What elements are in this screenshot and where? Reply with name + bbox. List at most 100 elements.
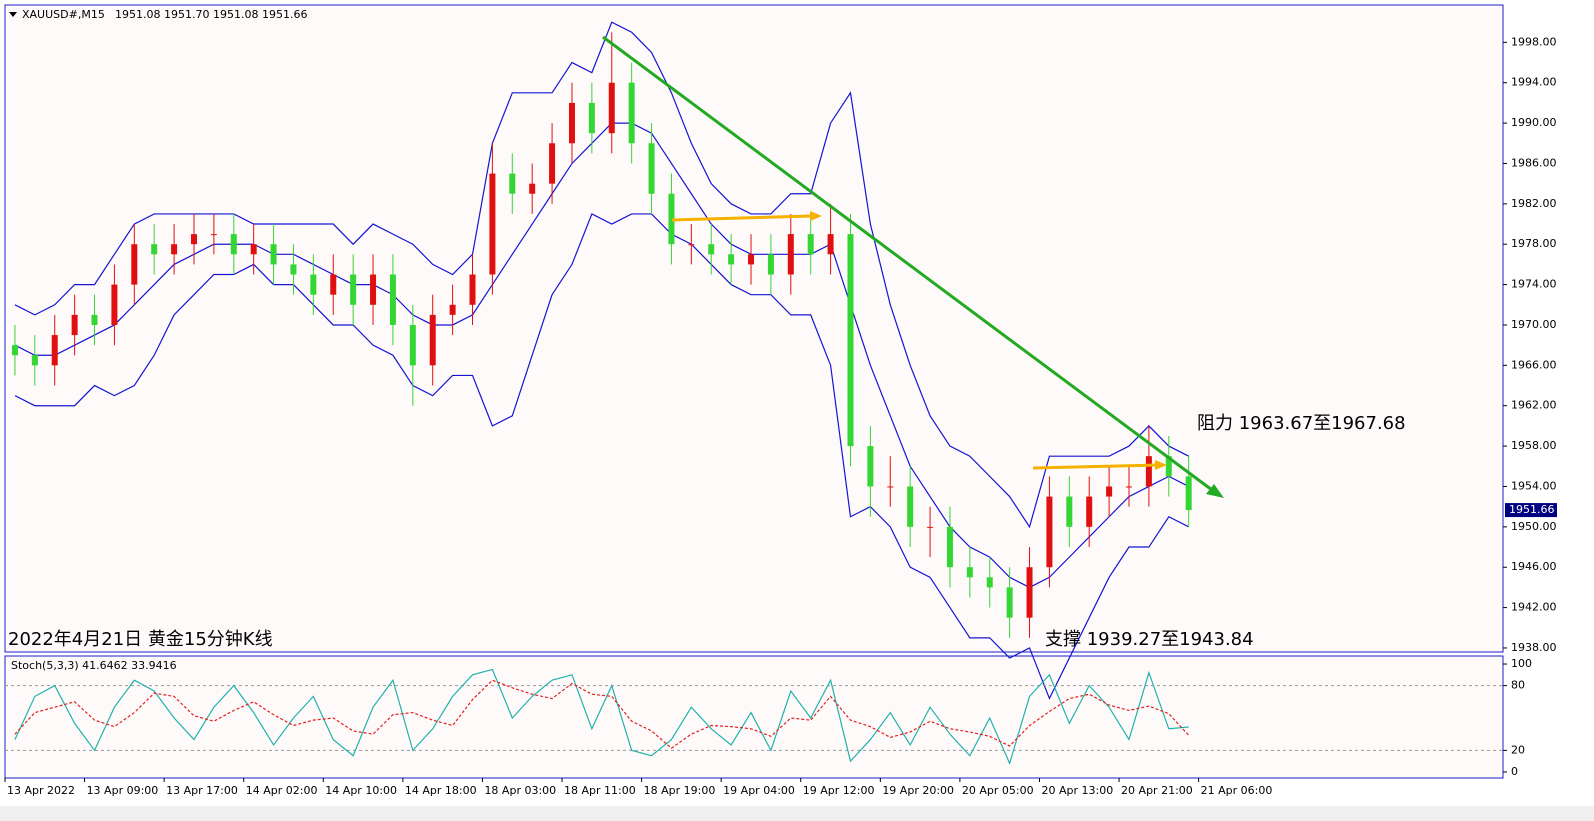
y-tick-label: 1978.00 <box>1511 237 1557 250</box>
y-tick-label: 1990.00 <box>1511 116 1557 129</box>
x-tick-label: 20 Apr 05:00 <box>962 784 1034 797</box>
candle-body <box>549 143 556 184</box>
candle-body <box>708 244 715 255</box>
x-tick-label: 19 Apr 20:00 <box>882 784 954 797</box>
candle-body <box>330 274 337 295</box>
x-tick-label: 14 Apr 02:00 <box>246 784 318 797</box>
candle-body <box>1125 486 1132 488</box>
candle-body <box>429 314 436 366</box>
y-tick-label: 1938.00 <box>1511 641 1557 654</box>
candle-body <box>190 234 197 245</box>
y-tick-label: 1970.00 <box>1511 318 1557 331</box>
candle-body <box>290 264 297 275</box>
current-price-box <box>1505 503 1557 518</box>
support-label: 支撑 1939.27至1943.84 <box>1045 629 1254 650</box>
candle-body <box>509 173 516 194</box>
x-tick-label: 19 Apr 12:00 <box>803 784 875 797</box>
candle-body <box>230 234 237 255</box>
candle-body <box>767 254 774 275</box>
candle-body <box>1046 496 1053 568</box>
current-price-label: 1951.66 <box>1509 503 1555 516</box>
ohlc-header: 1951.08 1951.70 1951.08 1951.66 <box>115 8 307 21</box>
y-tick-label: 1974.00 <box>1511 278 1557 291</box>
stoch-line <box>14 679 1190 749</box>
candle-body <box>71 314 78 336</box>
candle-body <box>469 274 476 305</box>
candle-body <box>1165 456 1172 477</box>
y-tick-label: 100 <box>1511 657 1532 670</box>
candle-body <box>628 82 635 144</box>
resistance-label: 阻力 1963.67至1967.68 <box>1197 413 1406 434</box>
y-tick-label: 1998.00 <box>1511 35 1557 48</box>
x-tick-label: 18 Apr 11:00 <box>564 784 636 797</box>
x-tick-label: 13 Apr 17:00 <box>166 784 238 797</box>
candle-body <box>250 244 257 255</box>
candle-body <box>728 254 735 265</box>
candle-body <box>1026 567 1033 618</box>
y-tick-label: 1954.00 <box>1511 479 1557 492</box>
orange-arrow-head <box>1155 460 1167 470</box>
y-tick-label: 1962.00 <box>1511 399 1557 412</box>
x-tick-label: 21 Apr 06:00 <box>1201 784 1273 797</box>
orange-arrow <box>671 214 813 222</box>
y-tick-label: 1986.00 <box>1511 156 1557 169</box>
candle-body <box>748 254 755 265</box>
candle-body <box>171 244 178 255</box>
x-tick-label: 20 Apr 21:00 <box>1121 784 1193 797</box>
y-tick-label: 1966.00 <box>1511 358 1557 371</box>
candle-body <box>946 526 953 568</box>
band-upper <box>14 21 1189 529</box>
y-tick-label: 20 <box>1511 743 1525 756</box>
candle-body <box>1066 496 1073 527</box>
y-tick-label: 0 <box>1511 765 1518 778</box>
x-tick-label: 13 Apr 2022 <box>7 784 75 797</box>
x-tick-label: 19 Apr 04:00 <box>723 784 795 797</box>
price-panel <box>4 4 1504 653</box>
candle-body <box>688 244 695 246</box>
candle-body <box>1185 476 1192 511</box>
trend-arrow <box>1206 484 1224 498</box>
y-tick-label: 80 <box>1511 679 1525 692</box>
candle-body <box>1145 456 1152 487</box>
candle-body <box>31 355 38 366</box>
candle-body <box>489 173 496 275</box>
status-bar <box>0 806 1594 821</box>
band-lower <box>14 213 1189 700</box>
trend-line <box>602 35 1213 492</box>
y-tick-label: 1982.00 <box>1511 197 1557 210</box>
candle-body <box>1106 486 1113 497</box>
plot: 1938.00 1942.00 1946.00 1950.00 1954.00 1958.… <box>4 21 1557 797</box>
candle-body <box>91 314 98 325</box>
candle-body <box>151 244 158 255</box>
candle-body <box>887 486 894 488</box>
candle-body <box>966 567 973 578</box>
candle-body <box>1006 587 1013 618</box>
candle-body <box>270 244 277 265</box>
x-tick-label: 13 Apr 09:00 <box>87 784 159 797</box>
stoch-line <box>14 668 1189 766</box>
candle-body <box>847 234 854 447</box>
y-tick-label: 1958.00 <box>1511 439 1557 452</box>
candle-body <box>1086 496 1093 527</box>
symbol-title: XAUUSD#,M15 <box>22 8 105 21</box>
x-tick-label: 18 Apr 19:00 <box>644 784 716 797</box>
candle-body <box>668 193 675 245</box>
candle-body <box>927 526 934 528</box>
candle-body <box>111 284 118 325</box>
candle-body <box>370 274 377 305</box>
y-tick-label: 1946.00 <box>1511 560 1557 573</box>
candle-body <box>11 345 18 356</box>
candle-body <box>867 446 874 487</box>
candle-body <box>131 244 138 285</box>
x-tick-label: 18 Apr 03:00 <box>484 784 556 797</box>
candle-body <box>588 102 595 134</box>
collapse-icon[interactable] <box>9 12 17 17</box>
y-tick-label: 1994.00 <box>1511 76 1557 89</box>
candle-body <box>568 102 575 144</box>
x-tick-label: 20 Apr 13:00 <box>1041 784 1113 797</box>
caption: 2022年4月21日 黄金15分钟K线 <box>8 629 273 650</box>
candle-body <box>409 324 416 366</box>
candle-body <box>529 183 536 194</box>
